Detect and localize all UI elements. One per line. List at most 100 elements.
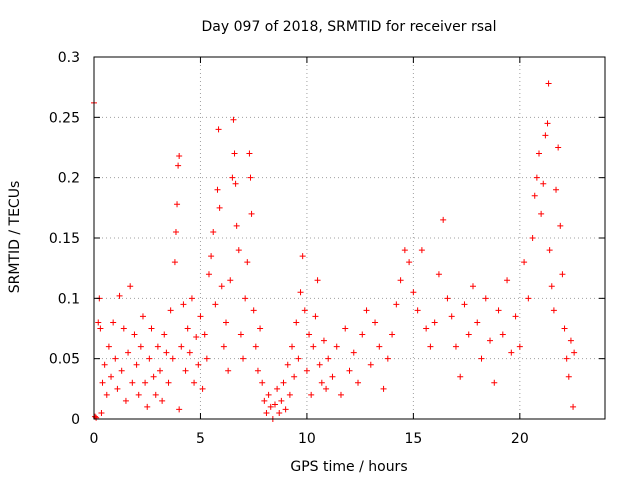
- data-point: [165, 379, 172, 386]
- data-point: [535, 150, 542, 157]
- data-point: [410, 289, 417, 296]
- data-point: [244, 259, 251, 266]
- data-point: [203, 355, 210, 362]
- data-point: [157, 367, 164, 374]
- y-tick-label: 0.25: [49, 110, 80, 126]
- y-tick-label: 0.1: [58, 291, 80, 307]
- data-point: [563, 355, 570, 362]
- data-point: [308, 391, 315, 398]
- y-tick-label: 0.2: [58, 171, 80, 187]
- data-point: [423, 325, 430, 332]
- data-point: [495, 307, 502, 314]
- data-point: [169, 355, 176, 362]
- data-point: [350, 349, 357, 356]
- data-point: [220, 343, 227, 350]
- data-point: [142, 379, 149, 386]
- y-tick-label: 0: [71, 412, 80, 428]
- data-point: [571, 349, 578, 356]
- data-point: [205, 271, 212, 278]
- data-point: [135, 391, 142, 398]
- data-point: [389, 331, 396, 338]
- data-point: [112, 355, 119, 362]
- data-point: [242, 295, 249, 302]
- data-point: [491, 379, 498, 386]
- grid-lines: [94, 57, 605, 419]
- data-point: [316, 361, 323, 368]
- data-point: [559, 271, 566, 278]
- data-point: [293, 319, 300, 326]
- data-point: [555, 144, 562, 151]
- data-point: [314, 277, 321, 284]
- data-point: [125, 349, 132, 356]
- data-point: [329, 373, 336, 380]
- x-axis-label: GPS time / hours: [290, 459, 407, 475]
- data-point: [567, 337, 574, 344]
- data-point: [150, 373, 157, 380]
- data-point: [116, 292, 123, 299]
- data-point: [265, 391, 272, 398]
- data-point: [180, 301, 187, 308]
- data-point: [557, 222, 564, 229]
- data-point: [431, 319, 438, 326]
- data-point: [444, 295, 451, 302]
- data-point: [110, 319, 117, 326]
- data-point: [548, 283, 555, 290]
- data-point: [561, 325, 568, 332]
- data-point: [146, 355, 153, 362]
- data-point: [235, 247, 242, 254]
- data-point: [254, 367, 261, 374]
- data-point: [98, 409, 105, 416]
- data-point: [237, 331, 244, 338]
- data-point: [137, 343, 144, 350]
- data-point: [299, 253, 306, 260]
- data-point: [531, 192, 538, 199]
- data-point: [201, 331, 208, 338]
- data-point: [529, 235, 536, 241]
- data-point: [291, 373, 298, 380]
- data-point: [380, 385, 387, 392]
- data-point: [186, 349, 193, 356]
- data-point: [210, 228, 217, 235]
- data-point: [465, 331, 472, 338]
- data-point: [163, 349, 170, 356]
- data-point: [216, 204, 223, 211]
- data-point: [274, 385, 281, 392]
- data-point: [267, 403, 274, 410]
- data-point: [359, 331, 366, 338]
- data-point: [99, 379, 106, 386]
- data-point: [114, 385, 121, 392]
- data-point: [414, 307, 421, 314]
- data-point: [195, 361, 202, 368]
- data-point: [101, 361, 108, 368]
- x-tick-label: 0: [90, 431, 99, 447]
- data-point: [301, 307, 308, 314]
- data-point: [176, 406, 183, 413]
- data-point: [372, 319, 379, 326]
- y-axis-label: SRMTID / TECUs: [7, 181, 23, 294]
- data-point: [214, 186, 221, 193]
- data-point: [323, 385, 330, 392]
- data-point: [297, 289, 304, 296]
- data-point: [175, 162, 182, 169]
- data-point: [346, 367, 353, 374]
- data-point: [218, 283, 225, 290]
- data-point: [337, 391, 344, 398]
- x-tick-label: 15: [404, 431, 422, 447]
- data-point: [286, 391, 293, 398]
- data-point: [397, 277, 404, 284]
- data-point: [188, 295, 195, 302]
- data-point: [174, 201, 181, 208]
- data-point: [482, 295, 489, 302]
- data-point: [278, 397, 285, 404]
- axis-ticks: 0 5 10 15 20 0 0.05 0.1 0.15 0.2 0.25 0.3: [49, 50, 605, 447]
- y-tick-label: 0.3: [58, 50, 80, 66]
- data-point: [259, 379, 266, 386]
- data-point: [122, 397, 129, 404]
- data-point: [223, 319, 230, 326]
- data-point: [178, 343, 185, 350]
- data-point: [355, 379, 362, 386]
- data-point: [225, 367, 232, 374]
- data-point: [406, 259, 413, 266]
- data-point: [553, 186, 560, 193]
